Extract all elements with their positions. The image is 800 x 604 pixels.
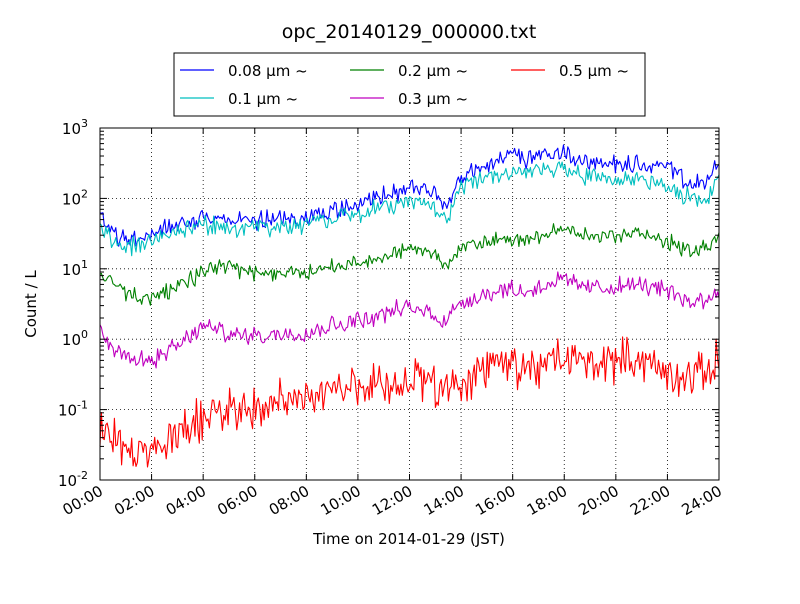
series-lines xyxy=(99,144,720,468)
legend: 0.08 μm ~ 0.1 μm ~ 0.2 μm ~ 0.3 μm ~ 0.5 μm … xyxy=(173,52,646,117)
chart-title: opc_20140129_000000.txt xyxy=(282,21,537,43)
x-axis-label: Time on 2014-01-29 (JST) xyxy=(312,530,505,548)
series-line xyxy=(99,336,720,468)
legend-label: 0.2 μm ~ xyxy=(398,62,468,80)
legend-label: 0.1 μm ~ xyxy=(228,90,298,108)
legend-label: 0.3 μm ~ xyxy=(398,90,468,108)
legend-label: 0.08 μm ~ xyxy=(228,62,308,80)
series-line xyxy=(99,223,720,306)
axis-ticks xyxy=(99,127,720,481)
series-line xyxy=(99,271,720,369)
y-axis-label: Count / L xyxy=(22,270,40,338)
series-line xyxy=(99,161,720,257)
series-line xyxy=(99,144,720,247)
legend-label: 0.5 μm ~ xyxy=(559,62,629,80)
legend-frame xyxy=(173,52,646,117)
